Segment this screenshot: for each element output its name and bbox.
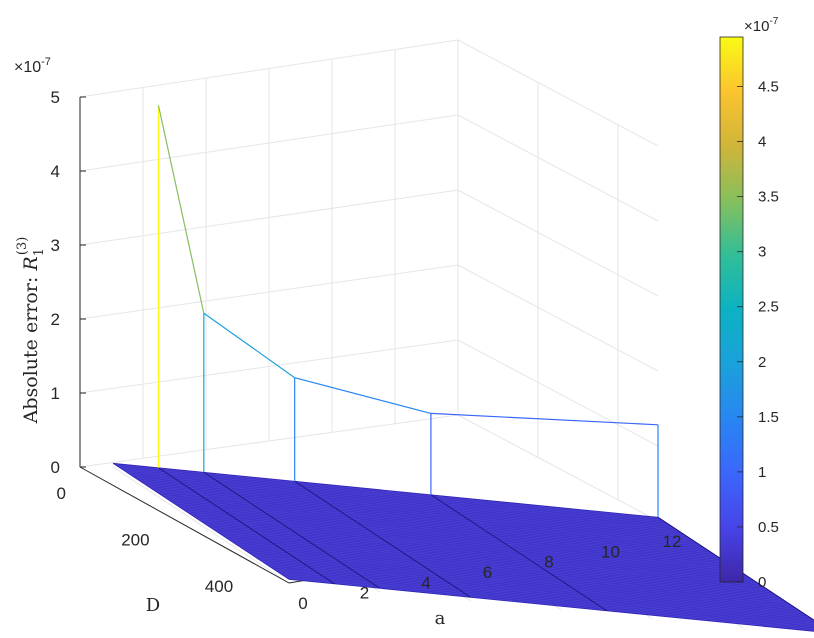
colorbar-tick-label: 0 [758, 574, 766, 591]
x-axis-label: a [435, 608, 446, 629]
colorbar-tick-label: 3 [758, 244, 766, 261]
colorbar-gradient [719, 36, 744, 583]
x-tick-label: 8 [544, 553, 553, 572]
z-tick-label: 1 [51, 384, 60, 403]
z-tick-label: 4 [51, 162, 60, 181]
colorbar-tick-label: 2 [758, 354, 766, 371]
y-axis-line [79, 466, 290, 584]
x-tick-label: 0 [298, 594, 307, 613]
z-tick-label: 2 [51, 310, 60, 329]
colorbar-tick-label: 2.5 [758, 299, 779, 316]
z-exponent-label: ×10-7 [14, 56, 51, 76]
colorbar-tick-label: 4.5 [758, 79, 779, 96]
grid-line [457, 414, 659, 522]
curve-segment [157, 105, 205, 314]
grid-line [457, 264, 659, 372]
colorbar: 0 0.5 1 1.5 2 2.5 3 3.5 4 4.5 ×10-7 [719, 16, 779, 591]
colorbar-exponent-label: ×10-7 [744, 16, 779, 35]
z-tick-label: 5 [51, 88, 60, 107]
y-tick-label: 0 [57, 484, 66, 503]
grid-line [457, 114, 659, 222]
mesh-line [430, 494, 608, 612]
grid-line [457, 189, 659, 297]
colorbar-tick-label: 0.5 [758, 519, 779, 536]
z-tick-label: 0 [51, 458, 60, 477]
colorbar-tick-label: 4 [758, 134, 766, 151]
z-tick-label: 3 [51, 236, 60, 255]
curve-segment [203, 312, 296, 379]
x-tick-label: 10 [601, 542, 620, 561]
grid-line [112, 466, 290, 584]
grid-line [457, 39, 659, 147]
colorbar-tick-label: 1 [758, 464, 766, 481]
y-tick-label: 200 [121, 530, 149, 549]
x-tick-label: 12 [663, 532, 682, 551]
y-axis-label: D [146, 595, 160, 616]
x-tick-label: 2 [360, 584, 369, 603]
y-tick-label: 400 [205, 577, 233, 596]
x-tick-label: 4 [421, 573, 430, 592]
mesh-line [294, 480, 471, 598]
colorbar-tick-label: 1.5 [758, 409, 779, 426]
curve-segment [294, 377, 432, 414]
colorbar-tick-label: 3.5 [758, 189, 779, 206]
surface-mesh [112, 462, 814, 632]
edge-curve [157, 105, 659, 518]
mesh-line [158, 467, 335, 585]
x-tick-label: 6 [483, 563, 492, 582]
z-axis-label: Absolute error: R1(3) [15, 237, 47, 425]
mesh-line [657, 516, 814, 621]
curve-segment [430, 412, 659, 426]
grid-line [457, 339, 659, 447]
mesh-line [203, 471, 381, 589]
